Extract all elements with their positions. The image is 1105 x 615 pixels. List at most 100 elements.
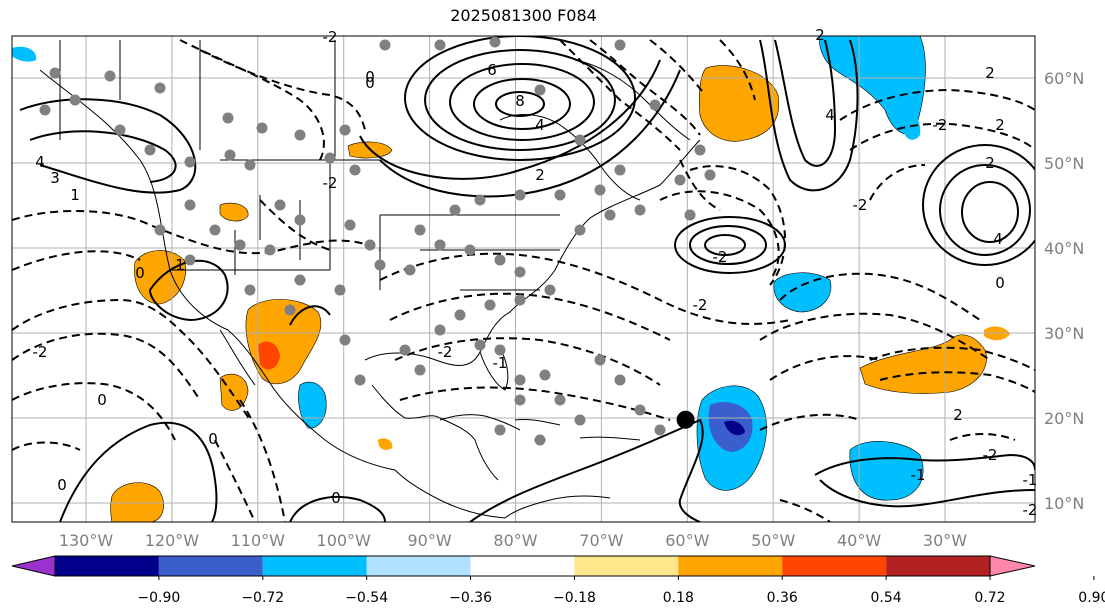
station-dot: [414, 224, 426, 236]
station-dot: [154, 82, 166, 94]
station-dot: [364, 239, 376, 251]
longitude-label: 40°W: [837, 531, 881, 550]
station-dot: [514, 189, 526, 201]
station-dot: [294, 129, 306, 141]
contour-label: 4: [35, 153, 45, 171]
contour-label: 2: [953, 406, 963, 424]
station-dot: [284, 304, 296, 316]
longitude-label: 100°W: [317, 531, 372, 550]
station-dot: [414, 364, 426, 376]
station-dot: [449, 204, 461, 216]
station-dot: [222, 112, 234, 124]
station-dot: [474, 339, 486, 351]
station-dot: [379, 39, 391, 51]
contour-label: -1: [911, 466, 926, 484]
station-dot: [209, 224, 221, 236]
map-title: 2025081300 F084: [450, 6, 597, 25]
station-dot: [224, 149, 236, 161]
latitude-label: 60°N: [1044, 69, 1084, 88]
colorbar-extend-high: [989, 555, 1036, 577]
contour-label: 0: [365, 68, 375, 86]
station-dot: [184, 156, 196, 168]
contour-label: -2: [323, 174, 338, 192]
station-dot: [614, 39, 626, 51]
station-dot: [554, 189, 566, 201]
station-dot: [434, 239, 446, 251]
contour-label: 2: [815, 26, 825, 44]
contour-label: 0: [97, 391, 107, 409]
shaded-regions: [12, 36, 1010, 522]
station-dot: [539, 369, 551, 381]
station-dot: [339, 124, 351, 136]
contour-label: -2: [933, 116, 948, 134]
station-dot: [704, 169, 716, 181]
contour-label: -2: [323, 28, 338, 46]
contour-label: 0: [57, 476, 67, 494]
station-dot: [184, 254, 196, 266]
longitude-label: 30°W: [923, 531, 967, 550]
station-dot: [454, 309, 466, 321]
colorbar-segment: [158, 556, 263, 576]
dashed-contours: [12, 39, 1035, 522]
storm-center-marker: [676, 410, 695, 429]
contour-label: 4: [993, 230, 1003, 248]
colorbar-label: 0.18: [663, 590, 694, 606]
contour-label: 6: [487, 61, 497, 79]
contour-label: 1: [70, 186, 80, 204]
coastlines: [39, 40, 701, 519]
station-dot: [349, 164, 361, 176]
longitude-label: 120°W: [145, 531, 200, 550]
shade-blue: [12, 46, 37, 62]
station-dot: [634, 204, 646, 216]
station-dot: [614, 164, 626, 176]
station-dot: [649, 99, 661, 111]
contour-label: 0: [135, 264, 145, 282]
shade-blue: [773, 272, 832, 313]
station-dot: [494, 344, 506, 356]
colorbar-segment: [574, 556, 679, 576]
station-dot: [614, 374, 626, 386]
colorbar-label: 0.90: [1078, 590, 1105, 606]
station-dot: [494, 424, 506, 436]
contour-label: -2: [33, 343, 48, 361]
colorbar-segment: [366, 556, 471, 576]
contour-label: 2: [995, 116, 1005, 134]
latitude-labels: 60°N 50°N 40°N 30°N 20°N 10°N: [1044, 69, 1084, 513]
station-dot: [434, 39, 446, 51]
station-dot: [514, 394, 526, 406]
station-dot: [234, 239, 246, 251]
station-dot: [256, 122, 268, 134]
shade-orange: [219, 202, 249, 222]
contour-label: 1: [175, 256, 185, 274]
contour-label: -2: [1023, 501, 1038, 519]
colorbar-label: 0.36: [767, 590, 798, 606]
contour-label: -2: [983, 446, 998, 464]
longitude-label: 110°W: [231, 531, 286, 550]
colorbar-label: −0.90: [137, 590, 180, 606]
station-dot: [324, 152, 336, 164]
shade-orange: [378, 438, 393, 450]
station-dot: [574, 224, 586, 236]
contour-labels: 8643420-2-2-2-2-202224420-1-2-1000-22-21…: [33, 26, 1038, 519]
station-dot: [694, 144, 706, 156]
station-dot: [604, 209, 616, 221]
station-dot: [294, 274, 306, 286]
shade-red: [258, 341, 280, 370]
colorbar-label: −0.54: [345, 590, 388, 606]
station-dot: [464, 244, 476, 256]
station-dot: [104, 70, 116, 82]
contour-label: 2: [985, 64, 995, 82]
station-dot: [534, 434, 546, 446]
station-dot: [144, 144, 156, 156]
station-dot: [634, 404, 646, 416]
station-dot: [489, 36, 501, 48]
station-dot: [434, 324, 446, 336]
station-dot: [594, 184, 606, 196]
station-dot: [684, 209, 696, 221]
colorbar-segment: [262, 556, 367, 576]
longitude-label: 60°W: [665, 531, 709, 550]
station-dot: [514, 294, 526, 306]
longitude-label: 130°W: [59, 531, 114, 550]
contour-label: -2: [693, 296, 708, 314]
contour-label: -2: [853, 196, 868, 214]
